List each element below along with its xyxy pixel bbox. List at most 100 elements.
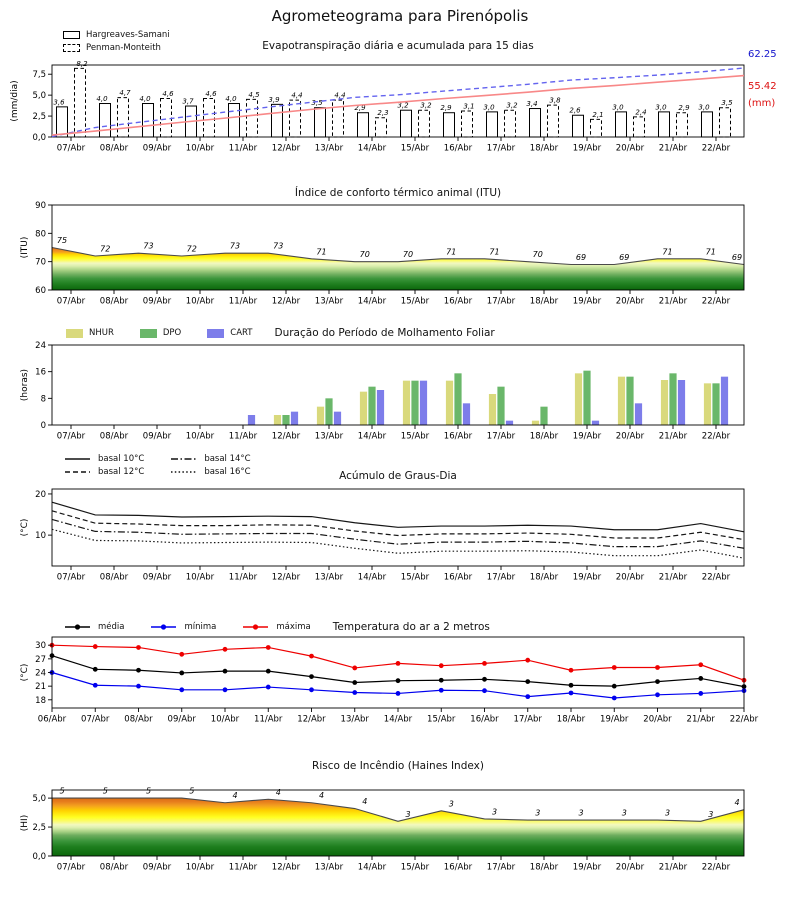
svg-text:(°C): (°C) (20, 519, 30, 537)
svg-text:22/Abr: 22/Abr (730, 715, 759, 725)
svg-text:3,0: 3,0 (655, 103, 667, 111)
svg-text:16/Abr: 16/Abr (444, 863, 473, 873)
svg-text:4: 4 (362, 797, 367, 806)
svg-text:15/Abr: 15/Abr (401, 144, 430, 154)
svg-text:14/Abr: 14/Abr (358, 144, 387, 154)
svg-text:18/Abr: 18/Abr (530, 432, 559, 442)
svg-text:3,5: 3,5 (721, 99, 733, 107)
dashed-bar-swatch-icon (63, 43, 80, 52)
svg-text:21/Abr: 21/Abr (659, 432, 688, 442)
svg-text:3,0: 3,0 (483, 103, 495, 111)
svg-text:19/Abr: 19/Abr (573, 432, 602, 442)
svg-text:0,0: 0,0 (32, 133, 46, 143)
legend-label: NHUR (89, 328, 114, 338)
svg-text:4: 4 (276, 788, 281, 797)
svg-text:3,5: 3,5 (311, 99, 323, 107)
svg-text:4,0: 4,0 (139, 95, 151, 103)
page-title: Agrometeograma para Pirenópolis (271, 7, 529, 25)
penman-accumulated-total: 62.25 (748, 49, 777, 60)
svg-text:70: 70 (403, 250, 413, 259)
svg-text:5: 5 (59, 787, 64, 796)
svg-text:20: 20 (35, 490, 46, 500)
svg-text:11/Abr: 11/Abr (229, 297, 258, 307)
svg-text:19/Abr: 19/Abr (600, 715, 629, 725)
dpo-swatch-icon (139, 328, 157, 338)
legend-label: DPO (162, 328, 182, 338)
svg-text:20/Abr: 20/Abr (643, 715, 672, 725)
svg-text:07/Abr: 07/Abr (57, 144, 86, 154)
svg-text:13/Abr: 13/Abr (315, 297, 344, 307)
svg-text:21/Abr: 21/Abr (687, 715, 716, 725)
svg-text:17/Abr: 17/Abr (514, 715, 543, 725)
svg-text:5: 5 (103, 787, 108, 796)
legend-item-hargreaves: Hargreaves-Samani (63, 28, 170, 41)
svg-text:4,4: 4,4 (334, 92, 345, 100)
svg-text:10/Abr: 10/Abr (186, 297, 215, 307)
legend-label: basal 12°C (98, 466, 145, 477)
svg-text:21/Abr: 21/Abr (659, 144, 688, 154)
svg-text:11/Abr: 11/Abr (229, 144, 258, 154)
svg-text:2,9: 2,9 (354, 104, 366, 112)
svg-text:4,5: 4,5 (248, 91, 260, 99)
svg-text:73: 73 (230, 242, 240, 251)
legend-label: Hargreaves-Samani (86, 29, 170, 40)
svg-text:07/Abr: 07/Abr (57, 297, 86, 307)
svg-text:22/Abr: 22/Abr (702, 144, 731, 154)
leaf-wetness-header: NHUR DPO CART Duração do Período de Molh… (66, 327, 495, 339)
svg-text:18/Abr: 18/Abr (530, 297, 559, 307)
svg-text:17/Abr: 17/Abr (487, 863, 516, 873)
svg-text:09/Abr: 09/Abr (143, 432, 172, 442)
svg-text:(°C): (°C) (20, 664, 30, 682)
svg-text:69: 69 (732, 253, 742, 262)
svg-text:19/Abr: 19/Abr (573, 573, 602, 583)
svg-text:21: 21 (35, 682, 46, 692)
svg-text:3: 3 (492, 807, 497, 816)
legend-label: Penman-Monteith (86, 42, 161, 53)
evapo-title: Evapotranspiração diária e acumulada par… (262, 40, 534, 52)
svg-text:72: 72 (187, 245, 197, 254)
svg-text:10/Abr: 10/Abr (186, 573, 215, 583)
nhur-swatch-icon (66, 328, 83, 338)
svg-text:18/Abr: 18/Abr (530, 573, 559, 583)
legend-column: basal 14°C basal 16°C (170, 449, 251, 478)
itu-title: Índice de conforto térmico animal (ITU) (294, 187, 502, 199)
svg-text:21/Abr: 21/Abr (659, 297, 688, 307)
svg-text:12/Abr: 12/Abr (272, 144, 301, 154)
svg-text:4,4: 4,4 (291, 92, 302, 100)
svg-text:(HI): (HI) (20, 815, 30, 831)
svg-text:08/Abr: 08/Abr (100, 144, 129, 154)
svg-text:16: 16 (35, 368, 46, 378)
solid-line-swatch-icon (64, 449, 92, 468)
svg-text:(mm/dia): (mm/dia) (10, 80, 20, 121)
svg-text:15/Abr: 15/Abr (401, 297, 430, 307)
minima-line-swatch-icon (150, 617, 178, 636)
svg-text:2,9: 2,9 (678, 104, 690, 112)
svg-text:10/Abr: 10/Abr (211, 715, 240, 725)
cart-swatch-icon (207, 328, 225, 338)
svg-text:13/Abr: 13/Abr (315, 432, 344, 442)
svg-text:19/Abr: 19/Abr (573, 863, 602, 873)
svg-text:20/Abr: 20/Abr (616, 863, 645, 873)
svg-text:4: 4 (319, 791, 324, 800)
svg-text:75: 75 (57, 236, 67, 245)
svg-text:3,8: 3,8 (549, 97, 561, 105)
svg-text:10/Abr: 10/Abr (186, 144, 215, 154)
dashdot-line-swatch-icon (170, 449, 198, 468)
legend-label: basal 14°C (204, 453, 251, 464)
svg-text:27: 27 (35, 655, 46, 665)
svg-text:2,9: 2,9 (440, 104, 452, 112)
svg-text:71: 71 (316, 247, 326, 256)
svg-text:3,2: 3,2 (397, 102, 409, 110)
svg-text:10: 10 (35, 531, 46, 541)
degree-days-legend: basal 10°C basal 12°C basal 14°C basal 1… (64, 452, 251, 478)
svg-text:(horas): (horas) (20, 369, 30, 401)
svg-text:3: 3 (449, 799, 454, 808)
fire-risk-title: Risco de Incêndio (Haines Index) (312, 760, 484, 772)
svg-text:3,2: 3,2 (506, 102, 518, 110)
svg-text:69: 69 (619, 253, 629, 262)
svg-text:07/Abr: 07/Abr (81, 715, 110, 725)
svg-text:09/Abr: 09/Abr (168, 715, 197, 725)
svg-text:0,0: 0,0 (32, 852, 46, 862)
svg-text:18/Abr: 18/Abr (530, 144, 559, 154)
svg-text:60: 60 (35, 286, 46, 296)
